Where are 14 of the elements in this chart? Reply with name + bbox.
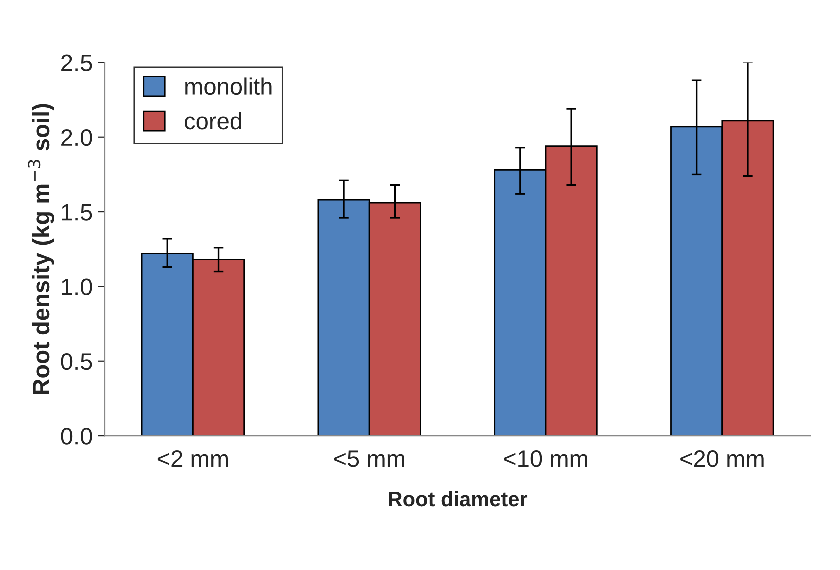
x-tick-label: <20 mm <box>680 450 764 468</box>
x-tick-label: <2 mm <box>158 450 228 468</box>
legend-label: cored <box>185 112 242 130</box>
x-axis-title: Root diameter <box>389 491 528 507</box>
legend-label: monolith <box>186 78 272 96</box>
x-tick-label: <10 mm <box>504 450 588 468</box>
y-tick-label: 0.0 <box>61 428 92 445</box>
x-tick-label: <5 mm <box>334 450 404 468</box>
y-axis-title: Root density (kg m$^{−3}$ soil) <box>28 104 54 394</box>
y-tick-label: 0.5 <box>61 353 92 370</box>
y-tick-label: 2.0 <box>62 129 92 146</box>
y-tick-label: 2.5 <box>62 54 92 72</box>
y-tick-label: 1.0 <box>62 278 92 296</box>
y-tick-label: 1.5 <box>62 204 92 221</box>
